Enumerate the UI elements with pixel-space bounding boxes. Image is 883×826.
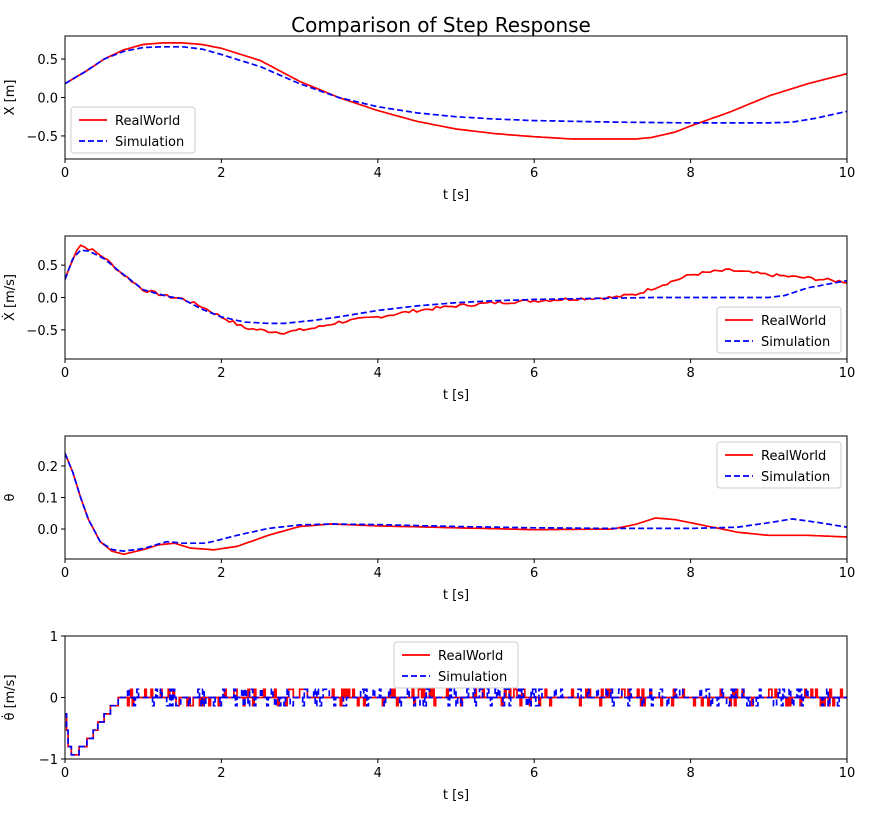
x-tick-label: 4 — [374, 766, 382, 781]
series-group — [65, 452, 847, 556]
x-tick-label: 10 — [839, 566, 856, 581]
x-axis-label: t [s] — [443, 788, 469, 803]
x-tick-label: 8 — [686, 566, 694, 581]
series-line-realworld — [65, 688, 847, 756]
y-tick-label: 0 — [50, 692, 58, 707]
legend-label-simulation: Simulation — [115, 135, 184, 150]
series-line-realworld — [65, 42, 847, 140]
series-group — [65, 688, 847, 756]
legend-label-simulation: Simulation — [761, 335, 830, 350]
series-line-simulation — [65, 452, 847, 552]
y-tick-label: 0.5 — [37, 53, 58, 68]
y-tick-label: 0.5 — [37, 259, 58, 274]
y-tick-label: −1 — [39, 753, 58, 768]
x-tick-label: 8 — [686, 366, 694, 381]
x-tick-label: 10 — [839, 766, 856, 781]
x-tick-label: 8 — [686, 766, 694, 781]
x-tick-label: 2 — [217, 566, 225, 581]
x-tick-label: 2 — [217, 366, 225, 381]
y-axis-label: X [m] — [3, 80, 18, 116]
series-line-simulation — [65, 688, 847, 756]
x-tick-label: 0 — [61, 766, 69, 781]
x-axis-label: t [s] — [443, 588, 469, 603]
y-tick-label: 1 — [50, 630, 58, 645]
subplot-velocity: 0 2 4 6 8 10 −0.5 0.0 0.5 t [s] Ẋ [m/s] RealWorld Si… — [2, 235, 856, 403]
x-tick-label: 6 — [530, 566, 538, 581]
subplot-angle: 0 2 4 6 8 10 0.0 0.1 0.2 t [s] θ RealWorld Simulatio… — [3, 435, 856, 603]
x-tick-label: 4 — [374, 366, 382, 381]
legend-label-realworld: RealWorld — [761, 449, 826, 464]
legend: RealWorld Simulation — [716, 306, 842, 354]
x-tick-label: 6 — [530, 366, 538, 381]
subplot-position: 0 2 4 6 8 10 −0.5 0.0 0.5 t [s] X [m] RealWorld Simu… — [3, 35, 856, 203]
legend: RealWorld Simulation — [716, 441, 842, 489]
y-tick-label: −0.5 — [26, 324, 58, 339]
y-axis-label: Ẋ [m/s] — [2, 274, 18, 321]
x-tick-label: 0 — [61, 566, 69, 581]
x-tick-label: 10 — [839, 166, 856, 181]
x-tick-label: 2 — [217, 166, 225, 181]
legend-label-realworld: RealWorld — [438, 649, 503, 664]
series-line-simulation — [65, 45, 847, 124]
legend: RealWorld Simulation — [70, 106, 196, 154]
y-axis-label: θ — [3, 493, 18, 501]
y-tick-label: 0.2 — [37, 460, 58, 475]
x-tick-label: 0 — [61, 366, 69, 381]
legend-label-realworld: RealWorld — [115, 114, 180, 129]
y-tick-label: 0.0 — [37, 523, 58, 538]
y-axis-label: θ̇ [m/s] — [2, 674, 18, 720]
y-tick-label: 0.0 — [37, 92, 58, 107]
x-tick-label: 4 — [374, 166, 382, 181]
x-axis-label: t [s] — [443, 188, 469, 203]
series-line-simulation — [65, 249, 847, 325]
x-tick-label: 10 — [839, 366, 856, 381]
series-line-realworld — [65, 452, 847, 556]
series-group — [65, 244, 847, 335]
x-tick-label: 4 — [374, 566, 382, 581]
legend-label-simulation: Simulation — [761, 470, 830, 485]
figure-title: Comparison of Step Response — [291, 13, 591, 37]
x-axis-label: t [s] — [443, 388, 469, 403]
x-tick-label: 6 — [530, 766, 538, 781]
y-tick-label: 0.1 — [37, 492, 58, 507]
series-line-realworld — [65, 244, 847, 335]
legend: RealWorld Simulation — [393, 641, 519, 689]
series-group — [65, 42, 847, 140]
y-tick-label: 0.0 — [37, 292, 58, 307]
legend-label-simulation: Simulation — [438, 670, 507, 685]
x-tick-label: 8 — [686, 166, 694, 181]
x-tick-label: 6 — [530, 166, 538, 181]
y-tick-label: −0.5 — [26, 130, 58, 145]
x-tick-label: 2 — [217, 766, 225, 781]
x-tick-label: 0 — [61, 166, 69, 181]
legend-label-realworld: RealWorld — [761, 314, 826, 329]
